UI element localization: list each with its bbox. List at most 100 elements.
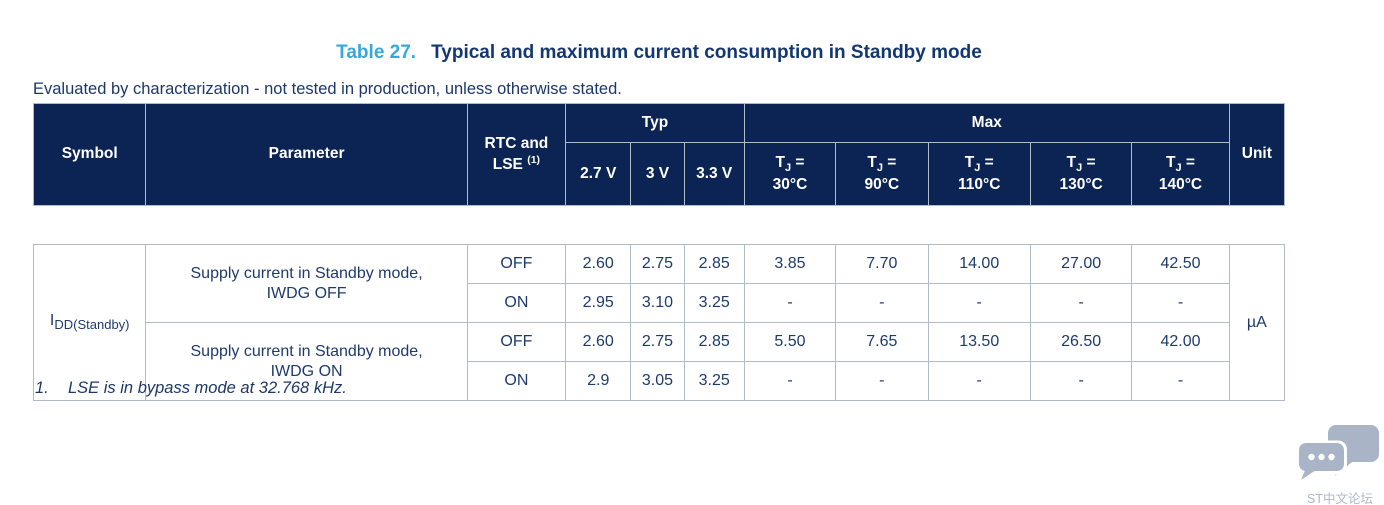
separator-band (33, 205, 1285, 245)
tj-eq: = (791, 153, 805, 171)
max-value-cell: - (1131, 283, 1230, 323)
tj-base: T (867, 153, 877, 171)
table-row: Supply current in Standby mode, IWDG ON O… (34, 322, 1285, 401)
max-value-cell: - (743, 283, 837, 323)
max-value-cell: 5.50 (743, 322, 837, 362)
tj-temp: 140°C (1158, 176, 1203, 194)
table-title: Table 27. Typical and maximum current con… (33, 42, 1285, 64)
tj-temp: 110°C (958, 176, 1001, 194)
max-value-cell: - (835, 283, 929, 323)
tj-sub: J (1076, 161, 1083, 174)
tj-base: T (1066, 153, 1077, 171)
typ-value-cell: 2.85 (683, 322, 745, 362)
parameter-line2: IWDG OFF (266, 284, 347, 302)
max-value-cell: - (927, 361, 1031, 401)
tj-eq: = (1181, 153, 1195, 171)
tj-eq: = (980, 153, 994, 171)
parameter-line1: Supply current in Standby mode, (190, 342, 423, 360)
header-max-group: Max (743, 103, 1230, 143)
typ-value-cell: 3.25 (683, 361, 745, 401)
tj-sub: J (784, 161, 792, 174)
max-value-cell: 13.50 (927, 322, 1031, 362)
typ-value-cell: 2.95 (565, 283, 632, 323)
header-body-separator (33, 205, 1285, 245)
rtc-state-cell: ON (466, 283, 567, 323)
max-value-cell: - (927, 283, 1031, 323)
typ-value-cell: 2.60 (565, 322, 632, 362)
tj-base: T (775, 153, 785, 171)
typ-value-cell: 2.75 (630, 322, 685, 362)
footnote-number: 1. (35, 379, 49, 397)
header-rtc-lse: RTC and LSE (1) (466, 103, 567, 206)
header-typ-group: Typ (565, 103, 745, 143)
parameter-iwdg-off: Supply current in Standby mode, IWDG OFF (145, 244, 468, 323)
max-value-cell: 14.00 (927, 244, 1031, 284)
parameter-line2: IWDG ON (270, 362, 343, 380)
tj-temp: 90°C (864, 176, 900, 194)
max-value-cell: - (743, 361, 837, 401)
current-consumption-table: Symbol Parameter RTC and LSE (1) Typ Max… (32, 103, 1286, 401)
max-value-cell: 26.50 (1029, 322, 1133, 362)
watermark-label: ST中文论坛 (1307, 492, 1373, 505)
header-tj-30: TJ = 30°C (743, 142, 837, 206)
header-typ-3v: 3 V (630, 142, 685, 206)
tj-sub: J (1175, 161, 1182, 174)
rtc-state-cell: OFF (466, 322, 567, 362)
typ-value-cell: 2.75 (630, 244, 685, 284)
table-row: IDD(Standby) Supply current in Standby m… (32, 244, 1286, 401)
typ-value-cell: 2.85 (683, 244, 745, 284)
header-unit: Unit (1228, 103, 1286, 206)
chat-bubbles-icon (1297, 425, 1379, 480)
table-row: ON 2.9 3.05 3.25 - - - - - (34, 361, 1285, 401)
header-symbol: Symbol (32, 103, 147, 206)
table-row: ON 2.95 3.10 3.25 - - - - - (34, 283, 1285, 323)
table-title-text: Typical and maximum current consumption … (431, 42, 982, 63)
header-tj-110: TJ = 110°C (927, 142, 1031, 206)
table-subtitle: Evaluated by characterization - not test… (33, 80, 622, 98)
tj-sub: J (876, 161, 883, 174)
max-value-cell: 7.65 (835, 322, 929, 362)
parameter-line1: Supply current in Standby mode, (190, 264, 423, 282)
tj-eq: = (882, 153, 897, 171)
typ-value-cell: 2.60 (565, 244, 632, 284)
unit-cell: µA (1228, 244, 1286, 401)
header-typ-2v7: 2.7 V (565, 142, 632, 206)
header-tj-130: TJ = 130°C (1029, 142, 1133, 206)
symbol-sub: DD(Standby) (54, 317, 130, 333)
tj-sub: J (974, 161, 981, 174)
rtc-line2: LSE (492, 156, 523, 174)
footnote-text: LSE is in bypass mode at 32.768 kHz. (68, 379, 347, 397)
max-value-cell: - (1029, 361, 1133, 401)
typ-value-cell: 3.10 (630, 283, 685, 323)
parameter-iwdg-on: Supply current in Standby mode, IWDG ON (145, 322, 468, 401)
max-value-cell: - (1029, 283, 1133, 323)
forum-watermark: ST中文论坛 (1297, 424, 1383, 505)
max-value-cell: - (1131, 361, 1230, 401)
rtc-line1: RTC and (484, 134, 549, 152)
tj-base: T (964, 153, 975, 171)
typ-value-cell: 2.9 (565, 361, 632, 401)
typ-value-cell: 3.25 (683, 283, 745, 323)
header-typ-3v3: 3.3 V (683, 142, 745, 206)
table-number-label: Table 27. (336, 42, 417, 63)
tj-temp: 30°C (772, 176, 808, 194)
max-value-cell: - (835, 361, 929, 401)
tj-eq: = (1082, 153, 1096, 171)
max-value-cell: 7.70 (835, 244, 929, 284)
rtc-state-cell: ON (466, 361, 567, 401)
rtc-state-cell: OFF (466, 244, 567, 284)
max-value-cell: 27.00 (1029, 244, 1133, 284)
header-parameter: Parameter (145, 103, 468, 206)
footnote-ref-1: (1) (527, 153, 541, 166)
max-value-cell: 42.00 (1131, 322, 1230, 362)
header-tj-140: TJ = 140°C (1131, 142, 1230, 206)
footnote-1: 1. LSE is in bypass mode at 32.768 kHz. (35, 379, 347, 398)
symbol-idd-standby: IDD(Standby) (32, 244, 147, 401)
tj-temp: 130°C (1059, 176, 1103, 194)
max-value-cell: 3.85 (743, 244, 837, 284)
max-value-cell: 42.50 (1131, 244, 1230, 284)
symbol-base: I (49, 312, 55, 330)
header-tj-90: TJ = 90°C (835, 142, 929, 206)
tj-base: T (1166, 153, 1176, 171)
typ-value-cell: 3.05 (630, 361, 685, 401)
